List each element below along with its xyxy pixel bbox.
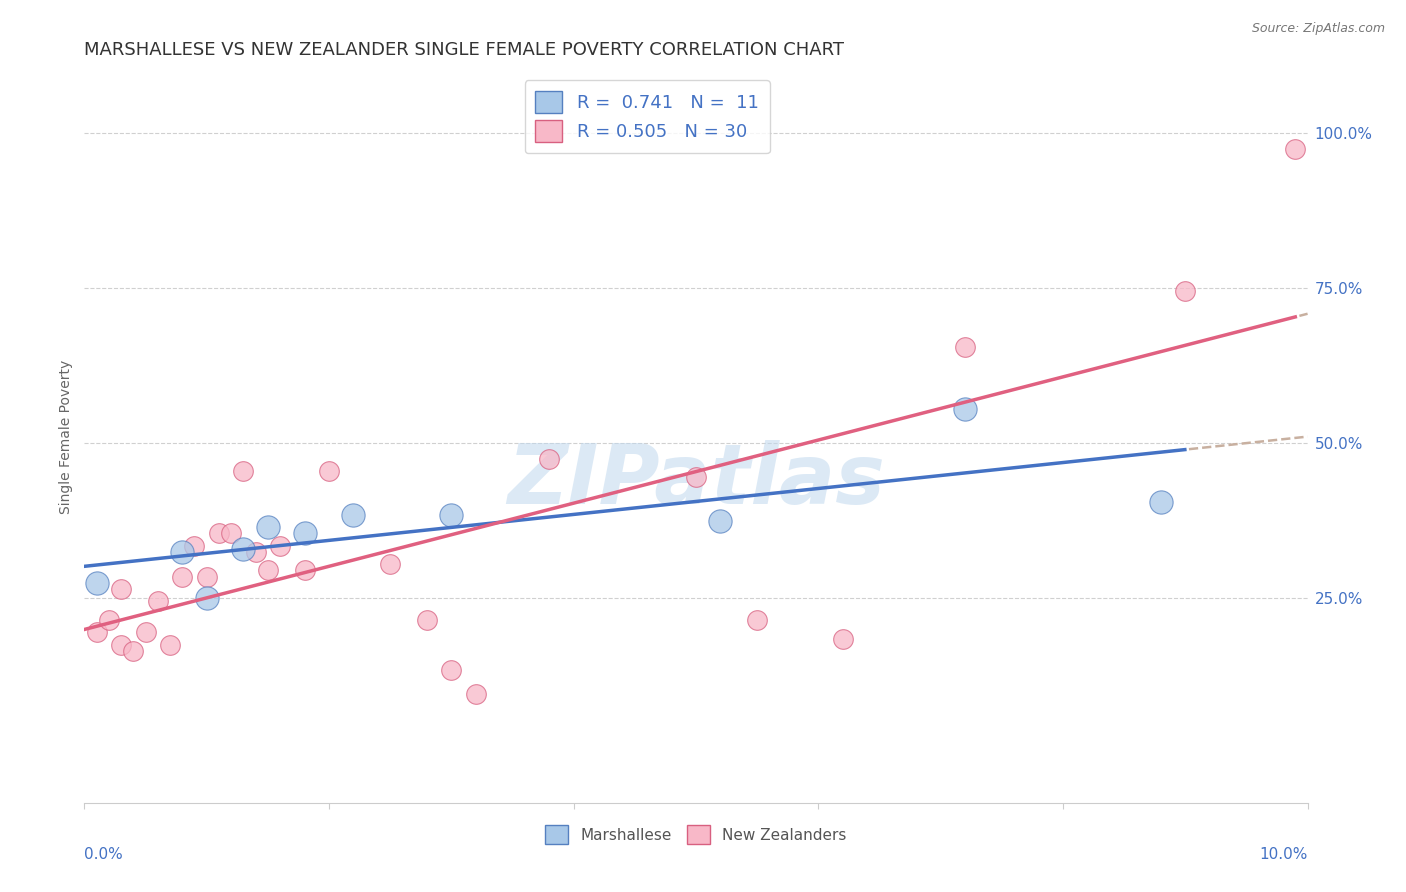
Point xyxy=(440,508,463,522)
Point xyxy=(440,663,463,677)
Point xyxy=(380,557,402,571)
Text: MARSHALLESE VS NEW ZEALANDER SINGLE FEMALE POVERTY CORRELATION CHART: MARSHALLESE VS NEW ZEALANDER SINGLE FEMA… xyxy=(84,41,845,59)
Point xyxy=(110,638,132,652)
Point xyxy=(747,613,769,627)
Point xyxy=(122,644,145,658)
Point xyxy=(294,526,316,541)
Point xyxy=(86,575,108,590)
Text: Source: ZipAtlas.com: Source: ZipAtlas.com xyxy=(1251,22,1385,36)
Point xyxy=(416,613,439,627)
Point xyxy=(1174,285,1197,299)
Text: ZIPatlas: ZIPatlas xyxy=(508,441,884,522)
Point xyxy=(135,625,157,640)
Legend: Marshallese, New Zealanders: Marshallese, New Zealanders xyxy=(540,819,852,850)
Point xyxy=(831,632,853,646)
Point xyxy=(257,520,280,534)
Point xyxy=(709,514,731,528)
Point xyxy=(219,526,242,541)
Point xyxy=(1284,142,1306,156)
Text: 0.0%: 0.0% xyxy=(84,847,124,862)
Point xyxy=(86,625,108,640)
Point xyxy=(685,470,707,484)
Point xyxy=(294,563,316,577)
Point xyxy=(208,526,231,541)
Point xyxy=(97,613,120,627)
Point xyxy=(110,582,132,596)
Point xyxy=(269,539,291,553)
Point xyxy=(146,594,169,608)
Point xyxy=(172,545,194,559)
Point xyxy=(232,541,254,556)
Text: 10.0%: 10.0% xyxy=(1260,847,1308,862)
Point xyxy=(953,340,976,354)
Point xyxy=(159,638,181,652)
Point xyxy=(245,545,267,559)
Point xyxy=(318,464,340,478)
Point xyxy=(232,464,254,478)
Point xyxy=(464,687,486,701)
Point xyxy=(195,591,218,606)
Point xyxy=(195,569,218,583)
Point xyxy=(342,508,364,522)
Point xyxy=(1150,495,1173,509)
Point xyxy=(257,563,280,577)
Point xyxy=(183,539,205,553)
Point xyxy=(538,451,561,466)
Point xyxy=(953,402,976,417)
Y-axis label: Single Female Poverty: Single Female Poverty xyxy=(59,360,73,514)
Point xyxy=(172,569,194,583)
